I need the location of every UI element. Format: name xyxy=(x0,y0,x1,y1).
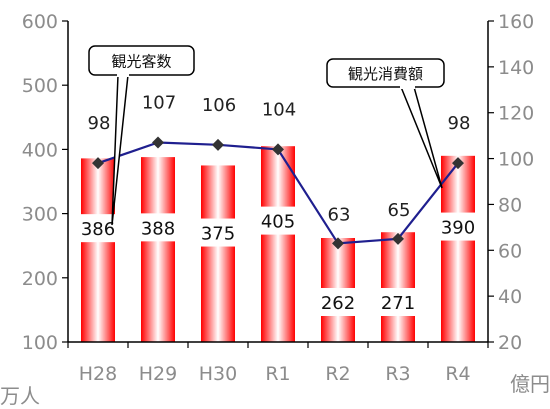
bar-R3 xyxy=(381,232,415,342)
line-value-label: 63 xyxy=(328,204,351,225)
bar-R1 xyxy=(261,146,295,342)
x-tick-label: H28 xyxy=(79,363,117,385)
callout-visitors-joint xyxy=(117,72,129,77)
left-axis-unit: 万人 xyxy=(0,384,40,408)
right-tick-label: 140 xyxy=(498,57,534,79)
bar-value-label: 262 xyxy=(321,293,355,314)
x-tick-label: R1 xyxy=(265,363,290,385)
line-point-H30 xyxy=(212,138,224,151)
line-value-label: 65 xyxy=(388,200,411,221)
callout-spending-joint xyxy=(400,84,415,89)
line-value-label: 107 xyxy=(142,93,176,114)
bar-label-bg xyxy=(196,218,240,247)
right-tick-label: 40 xyxy=(498,286,522,308)
left-tick-label: 600 xyxy=(22,11,58,33)
line-value-label: 98 xyxy=(88,113,111,134)
labels-group: 386 388 375 405 262 271 390 98 107 106 104 63 65 98 xyxy=(76,93,480,316)
line-value-label: 98 xyxy=(448,113,471,134)
callout-spending-pointer xyxy=(399,86,443,189)
x-tick-label: H29 xyxy=(139,363,177,385)
line-value-label: 104 xyxy=(262,99,296,120)
right-tick-label: 60 xyxy=(498,240,522,262)
line-value-label: 106 xyxy=(202,95,236,116)
axes-group: 100 200 300 400 500 600 20 40 60 80 100 120 140 160 H2… xyxy=(0,11,550,408)
line-point-R4 xyxy=(452,157,464,170)
x-tick-label: R3 xyxy=(385,363,410,385)
bar-H30 xyxy=(201,165,235,342)
line-group xyxy=(92,136,464,250)
bar-label-bg xyxy=(136,213,180,242)
bar-H29 xyxy=(141,157,175,342)
bar-value-label: 388 xyxy=(141,218,175,239)
bar-value-label: 271 xyxy=(381,293,415,314)
bar-H28 xyxy=(81,158,115,342)
right-tick-label: 20 xyxy=(498,332,522,354)
callout-visitors-box xyxy=(88,45,195,76)
bar-value-label: 405 xyxy=(261,212,295,233)
bar-label-bg xyxy=(436,212,480,241)
left-tick-label: 100 xyxy=(22,332,58,354)
line-point-R3 xyxy=(392,232,404,245)
x-tick-label: R2 xyxy=(325,363,350,385)
right-axis-unit: 億円 xyxy=(510,372,550,396)
left-tick-label: 300 xyxy=(22,204,58,226)
callout-spending-box xyxy=(326,58,445,88)
line-point-H28 xyxy=(92,157,104,170)
left-tick-label: 200 xyxy=(22,268,58,290)
callout-visitors-label: 観光客数 xyxy=(111,53,171,71)
line-point-R2 xyxy=(332,237,344,250)
x-tick-label: R4 xyxy=(445,363,470,385)
bar-value-label: 375 xyxy=(201,224,235,245)
bar-value-label: 390 xyxy=(441,218,475,239)
left-tick-label: 500 xyxy=(22,75,58,97)
callout-visitors-pointer xyxy=(111,74,129,226)
right-tick-label: 120 xyxy=(498,103,534,125)
x-tick-label: H30 xyxy=(199,363,237,385)
line-point-R1 xyxy=(272,143,284,156)
left-tick-label: 400 xyxy=(22,139,58,161)
right-tick-label: 80 xyxy=(498,194,522,216)
right-tick-label: 160 xyxy=(498,11,534,33)
bar-label-bg xyxy=(376,288,420,316)
bar-label-bg xyxy=(316,288,360,316)
bar-R4 xyxy=(441,155,475,342)
bar-value-label: 386 xyxy=(81,219,115,240)
right-tick-label: 100 xyxy=(498,149,534,171)
line-point-H29 xyxy=(152,136,164,149)
bar-label-bg xyxy=(256,206,300,235)
callout-spending-label: 観光消費額 xyxy=(348,65,423,83)
